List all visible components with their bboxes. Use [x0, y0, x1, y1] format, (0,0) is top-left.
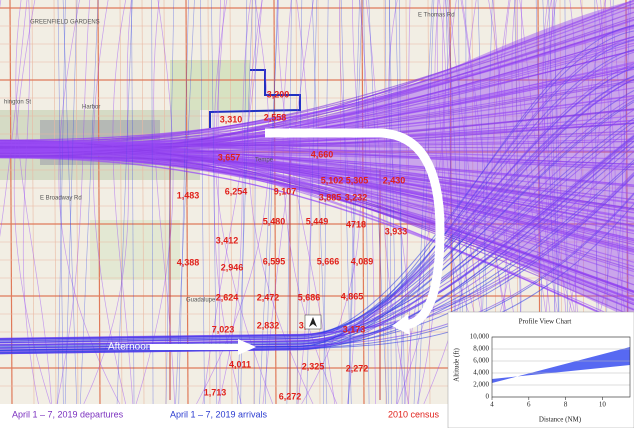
census-label: 4,089 — [351, 256, 374, 266]
census-label: 6,272 — [279, 391, 302, 401]
census-label: 5,666 — [317, 256, 340, 266]
census-label: 3,933 — [385, 226, 408, 236]
street-label: Tempe — [255, 158, 274, 164]
legend-departures: April 1 – 7, 2019 departures — [12, 409, 124, 419]
census-label: 5,686 — [298, 292, 321, 302]
census-label: 7,023 — [212, 324, 235, 334]
street-label: hington St — [4, 100, 31, 106]
census-label: 1,483 — [177, 190, 200, 200]
flow-label: Mornings — [266, 128, 307, 139]
census-label: 2,624 — [216, 292, 239, 302]
y-tick-label: 4,000 — [473, 369, 489, 377]
y-tick-label: 2,000 — [473, 381, 489, 389]
census-label: 3,173 — [343, 324, 366, 334]
x-tick-label: 4 — [490, 401, 494, 409]
street-label: E Broadway Rd — [40, 196, 82, 202]
census-label: 5,305 — [346, 175, 369, 185]
street-label: E Thomas Rd — [418, 13, 455, 19]
x-tick-label: 10 — [599, 401, 607, 409]
census-label: 5,480 — [263, 216, 286, 226]
census-label: 4718 — [346, 219, 366, 229]
park — [170, 60, 250, 110]
census-label: 5,449 — [306, 216, 329, 226]
y-tick-label: 10,000 — [470, 333, 490, 341]
census-label: 3,885 — [319, 192, 342, 202]
census-label: 5,102 — [321, 175, 344, 185]
street-label: GREENFIELD GARDENS — [30, 20, 100, 26]
census-label: 2,325 — [302, 361, 325, 371]
census-label: 3,657 — [218, 152, 241, 162]
census-label: 3,310 — [220, 114, 243, 124]
census-label: 2,946 — [221, 262, 244, 272]
flow-label: Afternoons — [108, 342, 156, 353]
y-tick-label: 0 — [486, 393, 490, 401]
census-label: 4,660 — [311, 149, 334, 159]
census-label: 2,272 — [346, 363, 369, 373]
census-label: 6,254 — [225, 186, 248, 196]
x-tick-label: 6 — [527, 401, 531, 409]
census-label: 3,200 — [267, 89, 290, 99]
census-label: 6,595 — [263, 256, 286, 266]
census-label: 2,558 — [264, 112, 287, 122]
census-label: 4,388 — [177, 257, 200, 267]
y-tick-label: 6,000 — [473, 357, 489, 365]
census-label: 2,430 — [383, 175, 406, 185]
legend-census: 2010 census — [388, 409, 440, 419]
x-axis-label: Distance (NM) — [539, 416, 582, 424]
census-label: 3,412 — [216, 235, 239, 245]
profile-inset: Profile View Chart Altitude (ft) Distanc… — [448, 312, 634, 428]
census-label: 2,832 — [257, 320, 280, 330]
street-label: Guadalupe — [186, 298, 216, 304]
census-label: 4,011 — [229, 359, 251, 369]
census-label: 9,107 — [274, 186, 297, 196]
census-label: 2,472 — [257, 292, 280, 302]
census-label: 1,713 — [204, 387, 227, 397]
y-axis-label: Altitude (ft) — [453, 348, 461, 382]
x-tick-label: 8 — [564, 401, 568, 409]
census-label: 3,232 — [345, 192, 368, 202]
census-label: 4,865 — [341, 291, 364, 301]
y-tick-label: 8,000 — [473, 345, 489, 353]
inset-title: Profile View Chart — [519, 318, 572, 326]
street-label: Harbor — [82, 105, 100, 111]
legend-arrivals: April 1 – 7, 2019 arrivals — [170, 409, 268, 419]
